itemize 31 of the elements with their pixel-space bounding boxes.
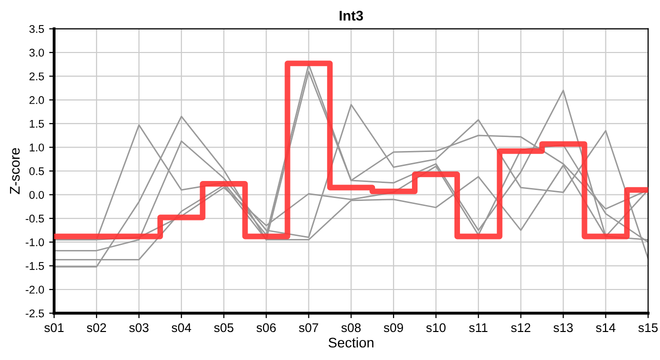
x-tick-label: s12 <box>511 323 530 332</box>
y-tick-label: 2.0 <box>30 96 44 104</box>
chart-title: Int3 <box>340 10 363 21</box>
x-axis-title: Section <box>328 337 374 348</box>
x-tick-label: s01 <box>44 323 64 332</box>
y-axis-title: Z-score <box>10 148 20 194</box>
y-tick-label: -1.5 <box>26 262 44 270</box>
x-tick-label: s04 <box>172 323 192 332</box>
x-tick-label: s09 <box>384 323 404 332</box>
y-tick-label: 1.0 <box>30 144 44 152</box>
x-tick-label: s10 <box>426 323 446 332</box>
y-tick-label: -0.5 <box>26 214 44 223</box>
x-tick-label: s15 <box>638 323 658 332</box>
y-tick-label: 0.5 <box>29 167 44 176</box>
x-tick-label: s13 <box>554 323 573 332</box>
x-tick-label: s06 <box>256 323 276 332</box>
y-tick-label: 2.5 <box>30 72 44 80</box>
x-tick-label: s05 <box>214 323 234 332</box>
x-tick-label: s03 <box>129 323 149 332</box>
y-tick-label: 1.5 <box>30 120 44 128</box>
y-tick-label: -2.0 <box>26 286 44 294</box>
y-tick-label: 3.0 <box>29 48 44 57</box>
x-tick-label: s08 <box>341 323 361 332</box>
y-tick-label: -2.5 <box>26 309 44 318</box>
y-tick-label: 0.0 <box>29 190 44 199</box>
x-tick-label: s11 <box>469 323 488 332</box>
x-tick-label: s14 <box>596 323 616 332</box>
x-tick-label: s07 <box>298 323 318 332</box>
y-tick-label: 3.5 <box>29 25 44 33</box>
y-tick-label: -1.0 <box>26 238 44 246</box>
x-tick-label: s02 <box>86 323 106 332</box>
